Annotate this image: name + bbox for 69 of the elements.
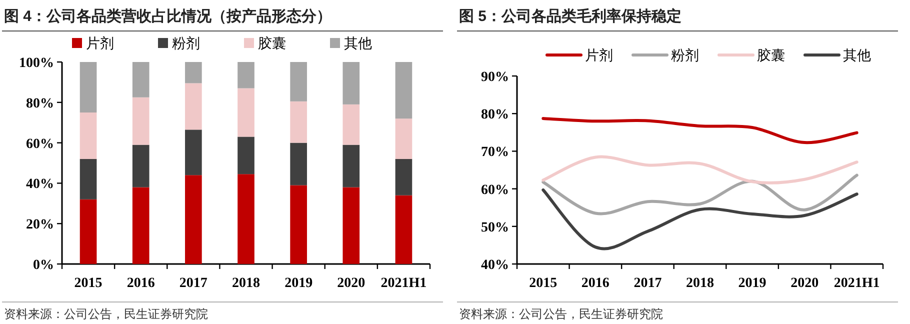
bar bbox=[290, 185, 307, 264]
legend-label: 粉剂 bbox=[172, 35, 200, 51]
x-tick-label: 2018 bbox=[232, 276, 260, 291]
bar bbox=[132, 97, 150, 145]
x-tick-label: 2019 bbox=[284, 276, 313, 291]
bar bbox=[185, 175, 202, 264]
bar bbox=[342, 104, 360, 145]
x-tick-label: 2020 bbox=[337, 276, 366, 291]
y-tick-label: 40% bbox=[481, 258, 509, 273]
bar bbox=[238, 174, 254, 264]
text: 资料来源：公司公告，民生证券研究院 bbox=[4, 307, 208, 321]
legend-label: 片剂 bbox=[585, 47, 613, 63]
y-tick-label: 40% bbox=[26, 177, 54, 192]
y-tick-label: 0% bbox=[33, 258, 54, 273]
y-tick-label: 100% bbox=[19, 56, 54, 71]
y-tick-label: 60% bbox=[26, 136, 54, 152]
legend-label: 其他 bbox=[344, 35, 372, 51]
x-tick-label: 2016 bbox=[581, 276, 610, 291]
y-tick-label: 80% bbox=[481, 108, 509, 123]
bar bbox=[342, 187, 360, 264]
x-tick-label: 2019 bbox=[738, 276, 766, 291]
legend-label: 胶囊 bbox=[757, 47, 785, 63]
bar bbox=[185, 83, 202, 130]
chart-title: 图 5：公司各品类毛利率保持稳定 bbox=[459, 7, 682, 25]
bar bbox=[342, 144, 360, 188]
text: 资料来源：公司公告，民生证券研究院 bbox=[459, 307, 663, 321]
x-tick-label: 2017 bbox=[179, 276, 208, 291]
y-tick-label: 20% bbox=[26, 218, 54, 233]
bar bbox=[80, 62, 97, 112]
x-tick-label: 2020 bbox=[790, 276, 819, 291]
legend-label: 其他 bbox=[843, 47, 871, 63]
bar bbox=[80, 112, 97, 159]
bar bbox=[132, 62, 150, 98]
bar bbox=[395, 62, 412, 119]
y-tick-label: 70% bbox=[481, 145, 509, 160]
chart-title: 图 4：公司各品类营收占比情况（按产品形态分） bbox=[4, 8, 332, 25]
bar bbox=[238, 136, 254, 174]
bar bbox=[342, 62, 360, 104]
y-tick-label: 50% bbox=[481, 220, 509, 236]
legend-label: 片剂 bbox=[86, 35, 114, 51]
bar bbox=[185, 130, 202, 176]
x-tick-label: 2021H1 bbox=[834, 276, 880, 291]
line-series bbox=[542, 174, 858, 216]
bar bbox=[395, 118, 412, 159]
legend-label: 粉剂 bbox=[671, 47, 699, 63]
bar bbox=[290, 62, 307, 102]
line-series bbox=[542, 116, 858, 144]
x-tick-label: 2018 bbox=[686, 276, 714, 291]
bar bbox=[132, 144, 150, 188]
bar bbox=[80, 158, 97, 200]
bar bbox=[395, 158, 412, 196]
y-tick-label: 60% bbox=[481, 182, 509, 198]
x-tick-label: 2016 bbox=[126, 276, 155, 291]
line-series bbox=[542, 155, 858, 184]
x-tick-label: 2021H1 bbox=[380, 276, 427, 291]
bar bbox=[290, 101, 307, 143]
x-tick-label: 2015 bbox=[529, 276, 558, 291]
bar bbox=[238, 88, 254, 137]
x-tick-label: 2017 bbox=[634, 276, 662, 291]
y-tick-label: 90% bbox=[481, 70, 509, 85]
bar bbox=[80, 199, 97, 264]
legend-label: 胶囊 bbox=[258, 35, 286, 51]
bar bbox=[185, 62, 202, 84]
bar bbox=[238, 62, 254, 88]
bar bbox=[132, 187, 150, 264]
x-tick-label: 2015 bbox=[74, 276, 102, 291]
bar bbox=[395, 195, 412, 264]
bar bbox=[290, 142, 307, 186]
y-tick-label: 80% bbox=[26, 96, 54, 112]
